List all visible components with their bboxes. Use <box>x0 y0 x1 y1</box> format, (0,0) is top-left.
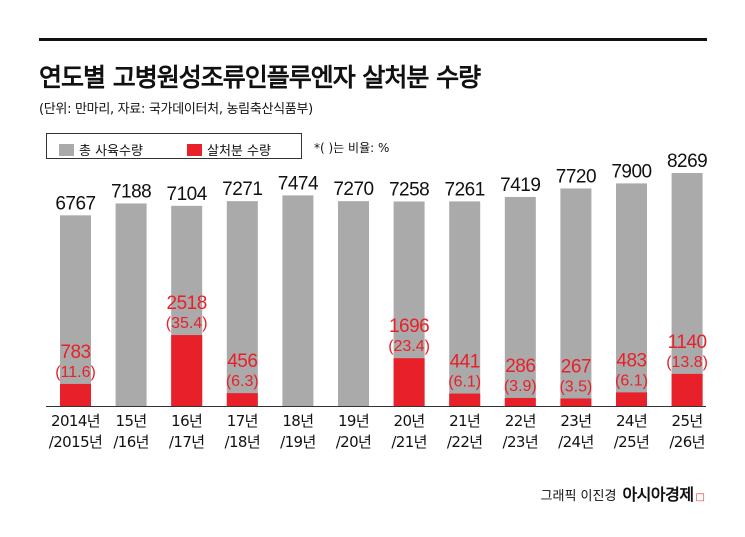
bar-total-7 <box>449 201 481 406</box>
bar-cull-7 <box>449 393 481 406</box>
bar-total-0 <box>60 215 91 406</box>
bar-total-9 <box>560 188 592 406</box>
x-tick-label-6-0: 20년 <box>394 412 425 430</box>
credit-author: 그래픽 이진경 <box>540 489 617 504</box>
x-tick-label-2-0: 16년 <box>171 412 202 430</box>
x-tick-label-4-0: 18년 <box>282 412 313 430</box>
x-tick-label-10-1: /25년 <box>614 433 650 451</box>
x-tick-label-9-0: 23년 <box>560 412 591 430</box>
x-tick-label-5-1: /20년 <box>336 433 372 451</box>
legend-item-cull: 살처분 수량 <box>187 140 271 159</box>
x-tick-label-1-0: 15년 <box>116 412 147 430</box>
bar-cull-ratio-10: (6.1) <box>615 372 648 389</box>
bar-cull-0 <box>60 383 91 406</box>
legend-label-cull: 살처분 수량 <box>207 144 271 159</box>
bar-total-5 <box>338 201 369 406</box>
bar-cull-label-10: 483 <box>616 350 646 371</box>
bar-total-label-1: 7188 <box>111 181 151 202</box>
bar-total-4 <box>282 195 314 406</box>
bar-cull-8 <box>504 397 536 406</box>
x-tick-label-0-1: /2015년 <box>49 433 102 451</box>
bar-cull-3 <box>226 393 258 406</box>
legend-label-total: 총 사육수량 <box>79 144 143 159</box>
bar-total-label-9: 7720 <box>556 166 596 187</box>
bar-cull-label-9: 267 <box>561 356 591 377</box>
x-tick-label-8-1: /23년 <box>503 433 539 451</box>
bar-total-label-3: 7271 <box>222 179 262 200</box>
bar-cull-label-0: 783 <box>60 342 90 363</box>
bar-total-10 <box>616 183 647 406</box>
x-tick-label-10-0: 24년 <box>616 412 647 430</box>
bar-total-label-2: 7104 <box>167 184 208 205</box>
bar-cull-ratio-11: (13.8) <box>666 354 708 371</box>
x-tick-label-6-1: /21년 <box>391 433 427 451</box>
bar-cull-label-6: 1696 <box>389 316 429 337</box>
bar-cull-2 <box>171 335 203 406</box>
bar-total-11 <box>671 173 703 406</box>
bar-cull-ratio-2: (35.4) <box>166 315 208 332</box>
x-tick-label-3-1: /18년 <box>225 433 261 451</box>
x-tick-label-2-1: /17년 <box>169 433 205 451</box>
bar-cull-ratio-8: (3.9) <box>504 378 537 395</box>
bar-cull-ratio-6: (23.4) <box>388 338 430 355</box>
ratio-note: *( )는 비율: % <box>314 141 390 155</box>
legend-swatch-total <box>59 143 74 156</box>
bar-cull-ratio-0: (11.6) <box>55 364 96 381</box>
x-tick-label-5-0: 19년 <box>338 412 369 430</box>
x-tick-label-9-1: /24년 <box>558 433 594 451</box>
x-tick-label-3-0: 17년 <box>227 412 258 430</box>
bar-total-3 <box>226 201 258 406</box>
bar-cull-6 <box>393 358 425 406</box>
bar-total-label-11: 8269 <box>667 151 707 172</box>
bar-cull-label-8: 286 <box>505 356 535 377</box>
bar-cull-label-7: 441 <box>450 352 480 373</box>
bar-total-label-6: 7258 <box>389 179 429 200</box>
legend-item-total: 총 사육수량 <box>59 140 143 159</box>
chart-title: 연도별 고병원성조류인플루엔자 살처분 수량 <box>39 63 481 92</box>
bar-cull-label-3: 456 <box>227 351 257 372</box>
bar-total-1 <box>115 203 147 406</box>
bar-total-label-5: 7270 <box>333 179 373 200</box>
x-tick-label-0-0: 2014년 <box>51 412 100 430</box>
x-tick-label-7-1: /22년 <box>447 433 483 451</box>
x-tick-label-7-0: 21년 <box>449 412 480 430</box>
top-rule <box>39 38 707 41</box>
bar-total-label-10: 7900 <box>611 161 651 182</box>
brand-mark-icon: □ <box>695 492 705 503</box>
bar-total-label-4: 7474 <box>278 173 319 194</box>
x-tick-label-1-1: /16년 <box>113 433 149 451</box>
chart-subtitle: (단위: 만마리, 자료: 국가데이터처, 농림축산식품부) <box>39 102 313 117</box>
x-tick-label-11-0: 25년 <box>672 412 703 430</box>
bar-total-8 <box>504 196 536 406</box>
bar-total-label-7: 7261 <box>445 179 485 200</box>
bar-cull-10 <box>616 392 647 406</box>
bar-total-label-0: 6767 <box>55 193 95 214</box>
x-tick-label-4-1: /19년 <box>280 433 316 451</box>
bar-cull-9 <box>560 398 592 406</box>
x-tick-label-8-0: 22년 <box>505 412 536 430</box>
bar-cull-ratio-7: (6.1) <box>448 374 481 391</box>
bar-cull-label-11: 1140 <box>668 332 707 353</box>
credit: 그래픽 이진경 아시아경제 □ <box>541 481 705 505</box>
credit-brand: 아시아경제 <box>622 485 694 504</box>
bar-cull-11 <box>671 373 703 406</box>
legend-swatch-cull <box>187 143 202 156</box>
bar-total-label-8: 7419 <box>500 175 540 196</box>
x-tick-label-11-1: /26년 <box>669 433 705 451</box>
bar-cull-ratio-9: (3.5) <box>559 378 592 395</box>
bar-cull-ratio-3: (6.3) <box>226 373 259 390</box>
bar-cull-label-2: 2518 <box>167 293 207 314</box>
legend: 총 사육수량 살처분 수량 <box>46 133 302 159</box>
